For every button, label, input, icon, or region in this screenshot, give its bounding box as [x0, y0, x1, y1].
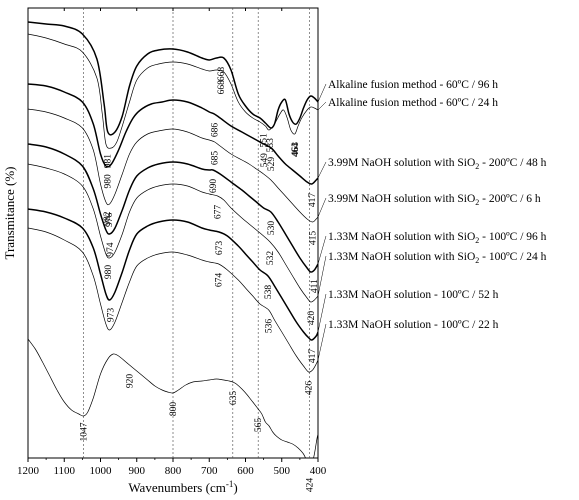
series-line-2 — [28, 83, 318, 185]
peak-label-8-4: 565 — [254, 418, 264, 433]
legend-label-2: 3.99M NaOH solution with SiO2 - 200ºC / … — [328, 157, 547, 171]
x-tick-label-500: 500 — [274, 465, 291, 477]
series-line-4 — [28, 143, 318, 273]
peak-label-2-2: 549 — [260, 153, 270, 168]
peak-label-3-1: 976 — [105, 212, 115, 227]
peak-label-5-3: 420 — [307, 311, 317, 326]
x-tick-label-900: 900 — [129, 465, 146, 477]
series-line-3 — [28, 108, 318, 223]
legend-label-1: Alkaline fusion method - 60ºC / 24 h — [328, 97, 498, 109]
legend-leader-5 — [317, 255, 327, 297]
peak-label-1-0: 981 — [103, 154, 113, 169]
legend-label-0: Alkaline fusion method - 60ºC / 96 h — [328, 79, 498, 91]
series-line-5 — [28, 163, 318, 303]
legend-leader-3 — [317, 197, 327, 218]
peak-label-3-2: 685 — [211, 151, 221, 166]
series-line-6 — [28, 208, 318, 341]
peak-label-1-3: 533 — [266, 138, 276, 153]
x-tick-label-700: 700 — [201, 465, 218, 477]
peak-label-7-0: 674 — [215, 273, 225, 288]
peak-label-8-5: 424 — [305, 478, 315, 493]
legend-leader-4 — [317, 235, 327, 265]
peak-label-2-4: 417 — [308, 193, 318, 208]
series-line-8 — [28, 338, 318, 458]
peak-label-4-0: 974 — [106, 242, 116, 257]
peak-label-7-1: 536 — [265, 319, 275, 334]
peak-label-5-0: 980 — [104, 265, 114, 280]
peak-label-5-2: 532 — [266, 251, 276, 266]
peak-label-8-3: 635 — [229, 391, 239, 406]
peak-label-5-1: 677 — [214, 205, 224, 220]
legend-leader-6 — [317, 293, 327, 333]
y-axis-title: Transmitance (%) — [2, 166, 17, 259]
series-line-0 — [28, 21, 318, 136]
legend-leader-7 — [317, 323, 327, 361]
legend-label-4: 1.33M NaOH solution with SiO2 - 100ºC / … — [328, 231, 547, 245]
legend-leader-2 — [317, 161, 327, 179]
peak-label-1-4: 464 — [291, 143, 301, 158]
peak-label-1-5: 463 — [291, 142, 301, 157]
peak-label-2-3: 529 — [267, 157, 277, 172]
peak-label-3-0: 982 — [103, 211, 113, 226]
x-tick-label-1200: 1200 — [17, 465, 40, 477]
peak-label-2-1: 686 — [210, 123, 220, 138]
peak-label-4-2: 530 — [267, 221, 277, 236]
legend-label-5: 1.33M NaOH solution with SiO2 - 100ºC / … — [328, 251, 547, 265]
peak-label-3-3: 415 — [309, 231, 319, 246]
x-tick-label-1000: 1000 — [90, 465, 113, 477]
peak-label-0-0: 668 — [217, 67, 227, 82]
peak-label-8-2: 800 — [169, 402, 179, 417]
peak-label-1-1: 668 — [217, 80, 227, 95]
peak-label-2-0: 980 — [104, 174, 114, 189]
x-axis-title: Wavenumbers (cm-1) — [128, 479, 237, 495]
peak-label-8-0: 920 — [126, 374, 136, 389]
peak-label-4-1: 690 — [209, 179, 219, 194]
x-tick-label-600: 600 — [237, 465, 254, 477]
peak-label-6-0: 973 — [106, 308, 116, 323]
legend-leader-1 — [317, 101, 327, 111]
series-line-7 — [28, 227, 318, 373]
peak-label-6-2: 538 — [264, 285, 274, 300]
x-tick-label-400: 400 — [310, 465, 327, 477]
legend-leader-0 — [317, 83, 327, 103]
peak-label-6-1: 673 — [215, 241, 225, 256]
peak-label-6-3: 417 — [308, 349, 318, 364]
x-tick-label-1100: 1100 — [53, 465, 75, 477]
x-tick-label-800: 800 — [165, 465, 182, 477]
peak-label-7-2: 426 — [305, 381, 315, 396]
legend-label-6: 1.33M NaOH solution - 100ºC / 52 h — [328, 289, 499, 301]
legend-label-3: 3.99M NaOH solution with SiO2 - 200ºC / … — [328, 193, 541, 207]
series-line-1 — [28, 33, 318, 149]
peak-label-1-2: 551 — [259, 133, 269, 148]
peak-label-4-3: 411 — [310, 279, 320, 293]
legend-label-7: 1.33M NaOH solution - 100ºC / 22 h — [328, 319, 499, 331]
peak-label-8-1: 1047 — [79, 422, 89, 441]
